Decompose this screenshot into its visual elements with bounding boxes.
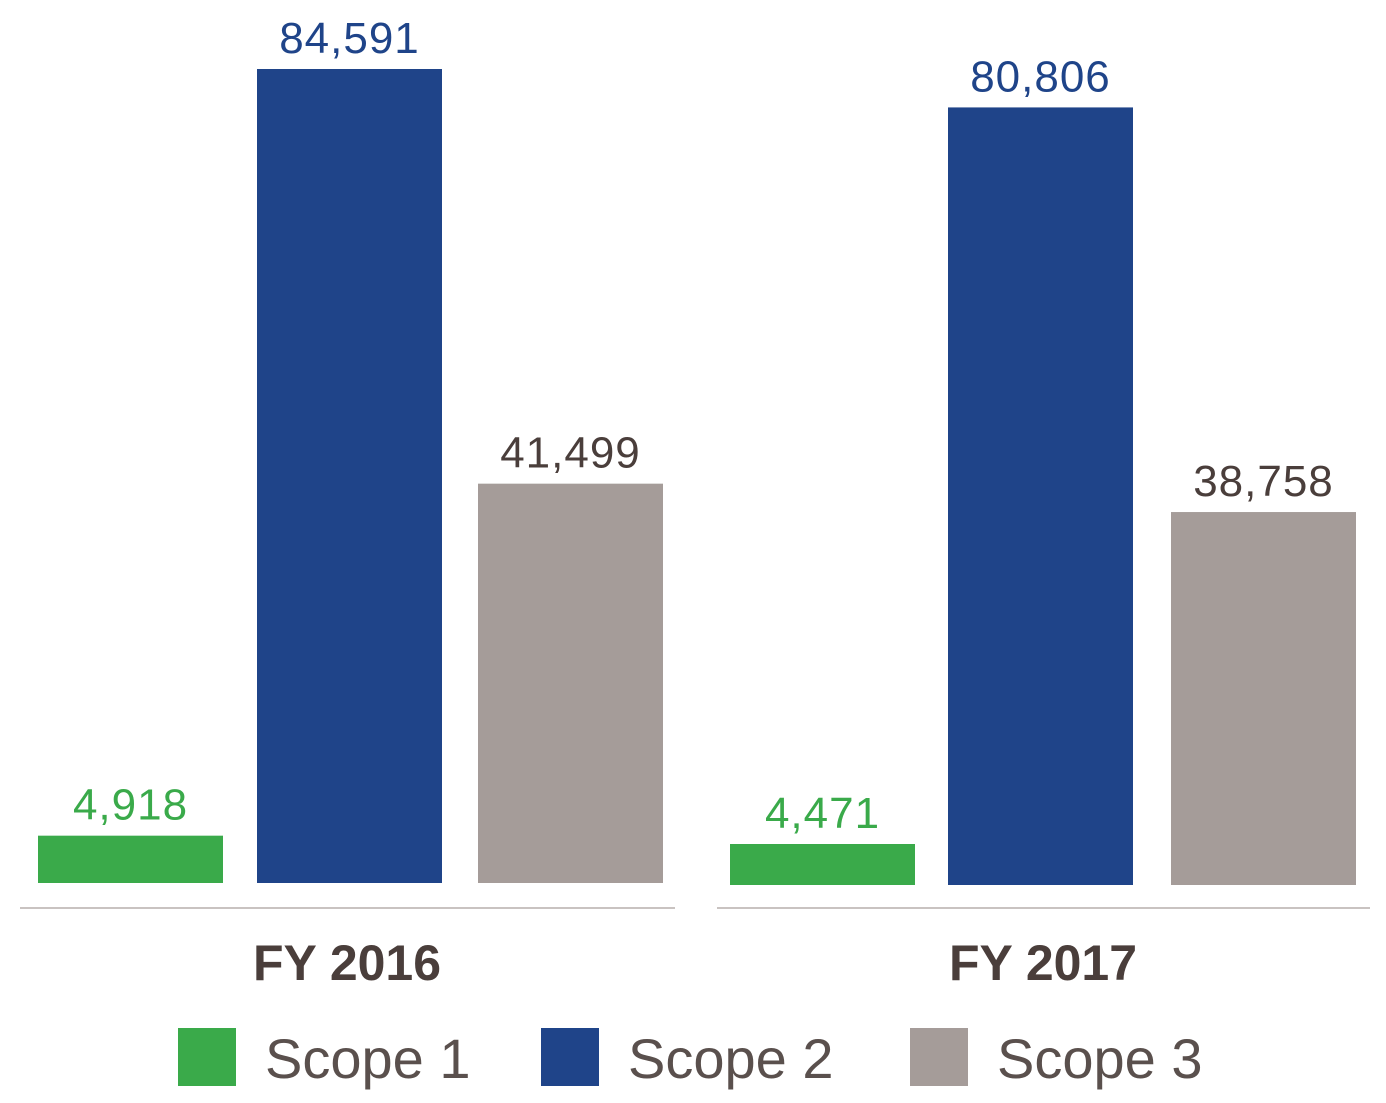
legend-swatch-scope-3 — [910, 1028, 968, 1086]
category-label-fy-2017: FY 2017 — [949, 935, 1137, 991]
value-labels-layer: 4,918 84,591 41,499 4,471 80,806 38,758 — [73, 14, 1334, 838]
legend-label-scope-1: Scope 1 — [265, 1027, 471, 1090]
legend-swatch-scope-2 — [541, 1028, 599, 1086]
bar-scope-2-fy-2017 — [948, 107, 1133, 886]
legend-swatch-scope-1 — [178, 1028, 236, 1086]
bar-scope-3-fy-2017 — [1171, 512, 1356, 885]
axis-layer: FY 2016 FY 2017 — [20, 907, 1370, 991]
category-label-fy-2016: FY 2016 — [253, 935, 441, 991]
bar-scope-1-fy-2017 — [730, 844, 915, 885]
data-label-scope-1-fy-2016: 4,918 — [73, 781, 188, 830]
data-label-scope-1-fy-2017: 4,471 — [765, 789, 880, 838]
bar-scope-2-fy-2016 — [257, 69, 442, 883]
legend-label-scope-3: Scope 3 — [997, 1027, 1203, 1090]
data-label-scope-2-fy-2017: 80,806 — [970, 52, 1111, 101]
bars-layer — [38, 69, 1356, 886]
data-label-scope-2-fy-2016: 84,591 — [279, 14, 420, 63]
legend: Scope 1 Scope 2 Scope 3 — [178, 1027, 1203, 1090]
data-label-scope-3-fy-2016: 41,499 — [500, 429, 641, 478]
bar-scope-3-fy-2016 — [478, 483, 663, 883]
bar-scope-1-fy-2016 — [38, 835, 223, 883]
legend-label-scope-2: Scope 2 — [628, 1027, 834, 1090]
data-label-scope-3-fy-2017: 38,758 — [1193, 457, 1334, 506]
